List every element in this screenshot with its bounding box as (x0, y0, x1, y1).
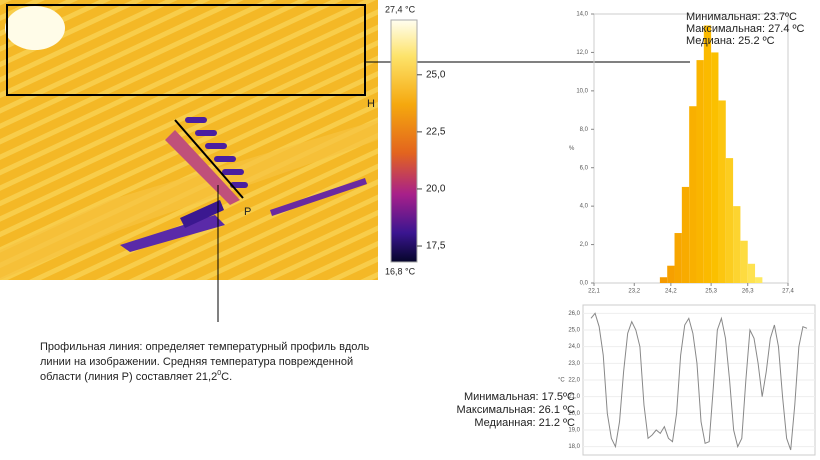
x-tick-label: 24,2 (665, 289, 677, 295)
y-tick-label: 0,0 (580, 281, 589, 287)
line-label: P (244, 206, 251, 218)
colorbar-tick-label: 25,0 (426, 69, 446, 80)
profile-line (590, 312, 808, 451)
bar (696, 60, 704, 283)
caption-line: области (линия Р) составляет 21,20C. (40, 370, 232, 383)
bar (733, 206, 741, 283)
colorbar-tick-label: 17,5 (426, 241, 446, 252)
bar (755, 277, 763, 283)
annotation: Медианная: 21.2 ºC (474, 417, 575, 429)
x-tick-label: 23,2 (628, 289, 640, 295)
bar (703, 25, 712, 284)
y-tick-label: 12,0 (576, 50, 588, 56)
colorbar: 27,4 °C 16,8 °C (385, 4, 418, 276)
bar (689, 106, 697, 283)
x-tick-label: 22,1 (588, 289, 600, 295)
y-tick-label: 20,0 (568, 411, 580, 417)
y-tick-label: 24,0 (568, 344, 580, 350)
y-tick-label: 19,0 (568, 428, 580, 434)
x-tick-label: 26,3 (742, 289, 754, 295)
bar (681, 186, 690, 283)
caption-line: линии на изображении. Средняя температур… (40, 356, 353, 368)
colorbar-max: 27,4 °C (385, 4, 416, 14)
colorbar-tick-label: 20,0 (426, 184, 446, 195)
bar (747, 263, 756, 283)
y-tick-label: 14,0 (576, 12, 588, 18)
x-tick-label: 25,3 (705, 289, 717, 295)
y-tick-label: 4,0 (580, 204, 589, 210)
bar (718, 100, 726, 283)
caption: Профильная линия: определяет температурн… (40, 341, 370, 383)
y-tick-label: 23,0 (568, 361, 580, 367)
bar (740, 240, 748, 283)
annotation: Максимальная: 27.4 ºC (686, 23, 805, 35)
colorbar-min: 16,8 °C (385, 266, 416, 276)
y-axis-label: °C (558, 378, 565, 384)
colorbar-tick-label: 22,5 (426, 127, 446, 138)
y-tick-label: 21,0 (568, 394, 580, 400)
annotation: Минимальная: 17.5ºC (464, 391, 575, 403)
y-tick-label: 26,0 (568, 311, 580, 317)
y-tick-label: 25,0 (568, 328, 580, 334)
y-axis-label: % (569, 146, 575, 152)
y-tick-label: 22,0 (568, 378, 580, 384)
thermal-image: H P (0, 0, 690, 322)
y-tick-label: 10,0 (576, 88, 588, 94)
y-tick-label: 8,0 (580, 127, 589, 133)
bar (659, 277, 668, 283)
bar (674, 233, 682, 283)
y-tick-label: 18,0 (568, 444, 580, 450)
caption-line: Профильная линия: определяет температурн… (40, 341, 370, 353)
annotation: Минимальная: 23.7ºC (686, 11, 797, 23)
bar (667, 265, 675, 283)
region-label: H (367, 98, 375, 110)
y-tick-label: 6,0 (580, 165, 589, 171)
bar (725, 158, 734, 283)
y-tick-label: 2,0 (580, 242, 589, 248)
annotation: Медиана: 25.2 ºC (686, 35, 775, 47)
annotation: Максимальная: 26.1 ºC (456, 404, 575, 416)
bar (711, 52, 719, 283)
x-tick-label: 27,4 (782, 289, 794, 295)
